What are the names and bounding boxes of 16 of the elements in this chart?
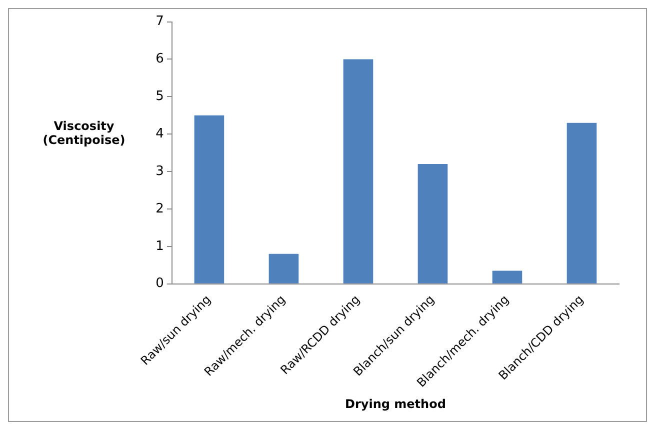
bar xyxy=(418,164,448,284)
bar xyxy=(194,115,224,284)
y-axis-title: Viscosity (Centipoise) xyxy=(42,119,126,147)
bar xyxy=(343,59,374,284)
y-tick-label: 7 xyxy=(156,14,164,30)
y-tick-label: 1 xyxy=(156,238,164,254)
bar xyxy=(268,254,299,284)
y-tick-label: 5 xyxy=(156,89,164,104)
y-tick-label: 4 xyxy=(156,126,164,142)
bar xyxy=(566,122,597,284)
y-tick-label: 6 xyxy=(156,52,164,67)
bar xyxy=(492,270,522,284)
y-tick-label: 2 xyxy=(156,201,164,216)
y-tick-label: 3 xyxy=(156,164,164,179)
x-axis-title: Drying method xyxy=(345,396,446,411)
y-tick-label: 0 xyxy=(156,276,164,292)
